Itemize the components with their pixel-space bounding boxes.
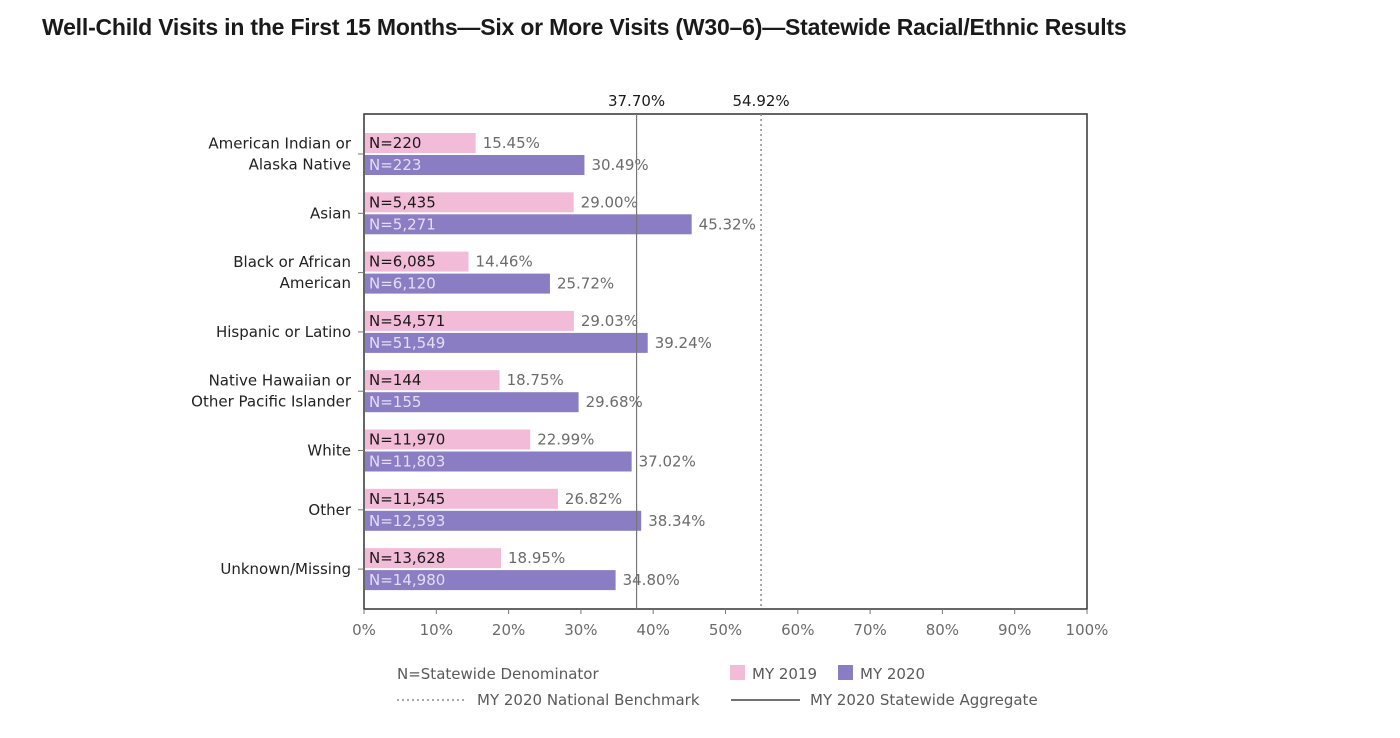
plot-frame xyxy=(363,113,1088,610)
statewide-aggregate-label: 37.70% xyxy=(608,92,665,110)
category-label: Native Hawaiian or xyxy=(209,372,352,390)
bar-value-label-my2019: 26.82% xyxy=(565,490,622,508)
national-benchmark-label: 54.92% xyxy=(732,92,789,110)
chart-title: Well-Child Visits in the First 15 Months… xyxy=(42,14,1127,40)
bar-value-label-my2020: 45.32% xyxy=(699,215,756,233)
bar-value-label-my2020: 25.72% xyxy=(557,275,614,293)
bar-my2019 xyxy=(365,370,500,391)
bar-n-label-my2020: N=6,120 xyxy=(369,275,436,293)
bar-my2020 xyxy=(365,570,616,591)
category-label: American xyxy=(280,274,351,292)
bar-n-label-my2019: N=144 xyxy=(369,371,421,389)
bar-n-label-my2020: N=11,803 xyxy=(369,453,445,471)
x-tick-label: 40% xyxy=(637,621,670,639)
bar-n-label-my2019: N=11,970 xyxy=(369,431,445,449)
bar-value-label-my2019: 22.99% xyxy=(537,431,594,449)
bar-n-label-my2019: N=220 xyxy=(369,134,421,152)
bar-n-label-my2020: N=14,980 xyxy=(369,571,445,589)
legend-label-my2020: MY 2020 xyxy=(860,665,925,683)
bar-my2019 xyxy=(365,251,469,272)
bar-value-label-my2020: 37.02% xyxy=(639,453,696,471)
bar-my2019 xyxy=(365,192,574,213)
bar-value-label-my2019: 18.75% xyxy=(507,371,564,389)
x-tick-label: 80% xyxy=(926,621,959,639)
bar-n-label-my2020: N=12,593 xyxy=(369,512,445,530)
x-tick-label: 30% xyxy=(564,621,597,639)
bar-n-label-my2020: N=155 xyxy=(369,393,421,411)
x-tick-label: 90% xyxy=(998,621,1031,639)
bar-n-label-my2019: N=54,571 xyxy=(369,312,445,330)
bar-my2020 xyxy=(365,155,585,175)
bar-my2020 xyxy=(365,332,648,353)
bar-value-label-my2019: 29.00% xyxy=(581,193,638,211)
bar-my2020 xyxy=(365,273,550,294)
bar-value-label-my2020: 34.80% xyxy=(623,571,680,589)
bar-value-label-my2019: 14.46% xyxy=(476,253,533,271)
bar-n-label-my2020: N=5,271 xyxy=(369,215,436,233)
bar-my2020 xyxy=(365,510,642,531)
legend-n-note: N=Statewide Denominator xyxy=(397,665,599,683)
bar-my2019 xyxy=(365,488,558,509)
bar-n-label-my2019: N=11,545 xyxy=(369,490,445,508)
bar-my2019 xyxy=(365,310,574,331)
bar-n-label-my2020: N=51,549 xyxy=(369,334,445,352)
bar-value-label-my2020: 30.49% xyxy=(591,156,648,174)
bar-n-label-my2019: N=13,628 xyxy=(369,549,445,567)
bar-value-label-my2019: 29.03% xyxy=(581,312,638,330)
x-tick-label: 20% xyxy=(492,621,525,639)
x-tick-label: 50% xyxy=(709,621,742,639)
bar-my2020 xyxy=(365,451,632,472)
bar-n-label-my2019: N=6,085 xyxy=(369,253,436,271)
category-label: Other xyxy=(308,501,351,519)
x-tick-label: 100% xyxy=(1066,621,1109,639)
bar-my2020 xyxy=(365,214,692,235)
bar-value-label-my2020: 38.34% xyxy=(648,512,705,530)
legend-label-aggregate: MY 2020 Statewide Aggregate xyxy=(810,691,1038,709)
legend-swatch-my2020 xyxy=(838,665,853,680)
category-label: American Indian or xyxy=(208,135,351,153)
x-tick-label: 60% xyxy=(781,621,814,639)
category-label: Other Pacific Islander xyxy=(191,393,352,411)
bar-value-label-my2019: 18.95% xyxy=(508,549,565,567)
category-label: Hispanic or Latino xyxy=(216,323,351,341)
category-label: Alaska Native xyxy=(249,156,351,174)
legend-label-my2019: MY 2019 xyxy=(752,665,817,683)
x-tick-label: 0% xyxy=(352,621,376,639)
bar-my2020 xyxy=(365,392,579,413)
bar-n-label-my2019: N=5,435 xyxy=(369,193,436,211)
category-label: Unknown/Missing xyxy=(220,560,351,578)
bar-my2019 xyxy=(365,429,531,450)
category-label: Asian xyxy=(310,204,351,222)
category-label: White xyxy=(307,442,351,460)
bar-value-label-my2020: 29.68% xyxy=(586,393,643,411)
bar-n-label-my2020: N=223 xyxy=(369,156,421,174)
legend-label-benchmark: MY 2020 National Benchmark xyxy=(477,691,700,709)
x-tick-label: 10% xyxy=(420,621,453,639)
legend-swatch-my2019 xyxy=(730,665,745,680)
bar-my2019 xyxy=(365,548,502,569)
bar-value-label-my2019: 15.45% xyxy=(483,134,540,152)
category-label: Black or African xyxy=(233,253,351,271)
bar-value-label-my2020: 39.24% xyxy=(655,334,712,352)
bar-my2019 xyxy=(365,133,476,153)
x-tick-label: 70% xyxy=(853,621,886,639)
